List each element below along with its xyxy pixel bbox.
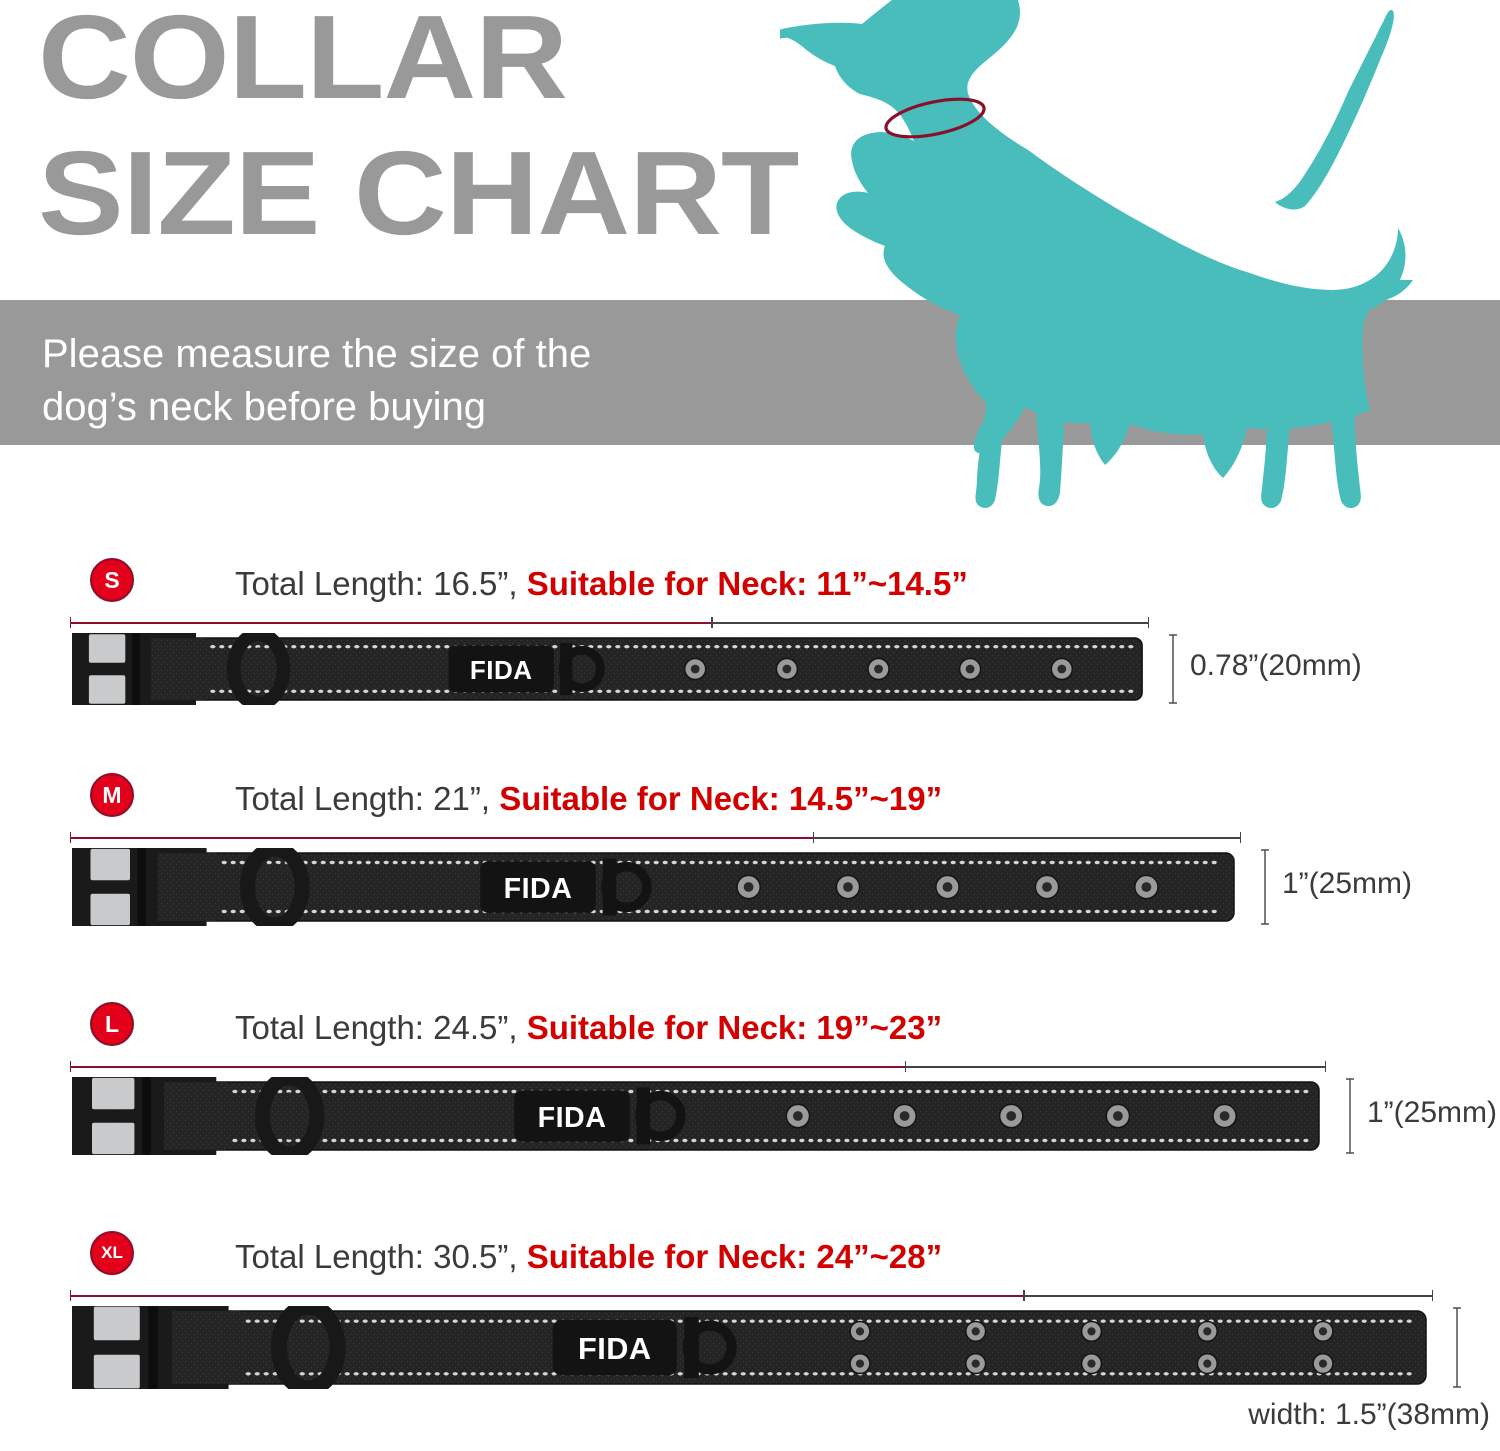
svg-text:FIDA: FIDA [538,1102,607,1134]
svg-text:FIDA: FIDA [504,873,573,905]
svg-text:FIDA: FIDA [470,655,533,685]
svg-text:FIDA: FIDA [578,1331,652,1366]
